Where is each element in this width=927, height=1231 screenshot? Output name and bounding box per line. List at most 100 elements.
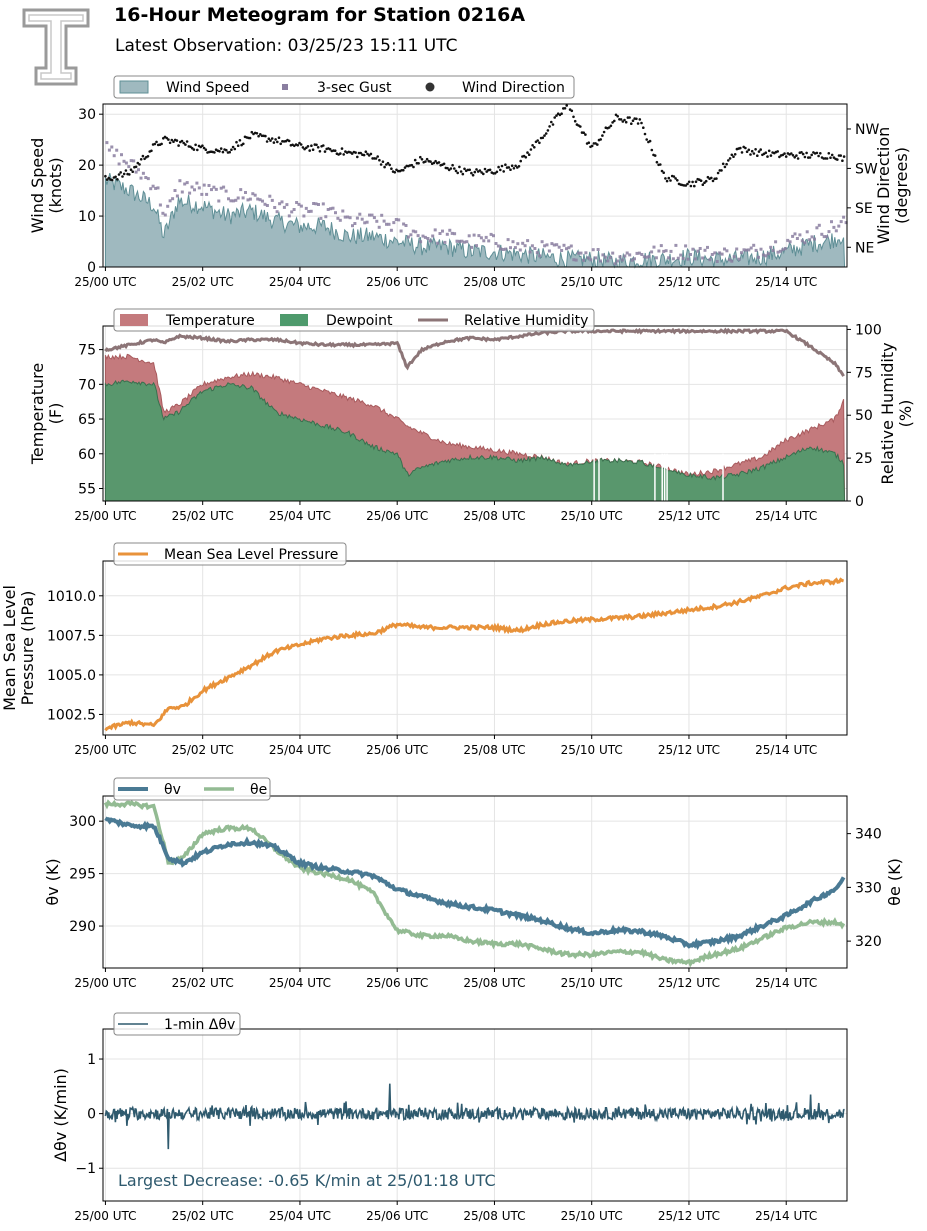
direction-point bbox=[642, 126, 645, 129]
direction-point bbox=[201, 144, 204, 147]
gust-point bbox=[487, 239, 491, 243]
gust-point bbox=[560, 249, 564, 252]
x-tick-label: 25/10 UTC bbox=[561, 1209, 623, 1223]
gust-point bbox=[645, 255, 649, 259]
thermo-y-right-label-line: (%) bbox=[896, 400, 915, 428]
gust-point bbox=[394, 218, 398, 221]
direction-point bbox=[711, 179, 715, 183]
gust-point bbox=[647, 255, 651, 259]
direction-point bbox=[790, 152, 793, 155]
direction-point bbox=[417, 162, 420, 165]
gust-point bbox=[834, 229, 838, 233]
direction-point bbox=[315, 143, 318, 147]
gust-point bbox=[129, 159, 133, 163]
y-tick-label: 1005.0 bbox=[47, 668, 96, 684]
legend-box bbox=[113, 542, 347, 566]
x-tick-label: 25/00 UTC bbox=[74, 509, 136, 523]
direction-point bbox=[305, 146, 308, 150]
direction-point bbox=[269, 139, 272, 142]
gust-point bbox=[501, 248, 505, 251]
direction-point bbox=[582, 131, 585, 134]
gust-point bbox=[236, 196, 240, 200]
theta-v-line bbox=[104, 816, 846, 951]
direction-point bbox=[420, 158, 424, 161]
direction-point bbox=[509, 168, 512, 171]
gust-point bbox=[166, 204, 170, 208]
gust-point bbox=[509, 246, 512, 250]
legend-label: Temperature bbox=[165, 313, 255, 329]
direction-point bbox=[601, 134, 604, 137]
legend-dtheta: 1-min Δθv bbox=[113, 1012, 241, 1036]
legend-box bbox=[113, 1012, 241, 1036]
direction-point bbox=[378, 158, 381, 162]
largest-decrease-annotation: Largest Decrease: -0.65 K/min at 25/01:1… bbox=[118, 1171, 496, 1190]
direction-point bbox=[499, 168, 502, 172]
direction-point bbox=[659, 163, 662, 166]
wind-y-label: Wind Speed(knots) bbox=[28, 138, 65, 233]
gust-point bbox=[594, 256, 598, 260]
x-tick-label: 25/08 UTC bbox=[463, 743, 525, 757]
direction-point bbox=[419, 155, 422, 159]
gust-point bbox=[239, 188, 243, 192]
gust-point bbox=[518, 248, 522, 252]
gust-point bbox=[825, 235, 829, 239]
x-tick-label: 25/02 UTC bbox=[172, 976, 234, 990]
gust-point bbox=[620, 258, 624, 262]
gust-point bbox=[795, 237, 799, 240]
gust-point bbox=[732, 255, 736, 259]
gust-point bbox=[555, 243, 559, 247]
dtheta-y-label: Δθv (K/min) bbox=[51, 1068, 70, 1162]
gust-point bbox=[455, 239, 459, 243]
direction-point bbox=[553, 116, 556, 119]
gust-point bbox=[535, 251, 539, 255]
direction-point bbox=[504, 163, 507, 166]
gust-point bbox=[251, 192, 255, 196]
gust-point bbox=[822, 235, 826, 239]
thermo-y-right-label: Relative Humidity(%) bbox=[878, 342, 915, 484]
gust-point bbox=[764, 254, 768, 258]
gust-point bbox=[231, 199, 235, 203]
gust-point bbox=[516, 242, 520, 246]
direction-point bbox=[388, 163, 392, 167]
gust-point bbox=[210, 188, 213, 192]
direction-point bbox=[801, 152, 805, 156]
gust-point bbox=[689, 253, 692, 256]
gust-point bbox=[630, 258, 634, 262]
gust-point bbox=[183, 182, 187, 186]
direction-point bbox=[342, 153, 346, 156]
dtheta-line bbox=[104, 1083, 845, 1150]
direction-point bbox=[648, 139, 652, 143]
x-tick-label: 25/06 UTC bbox=[366, 976, 428, 990]
gust-point bbox=[667, 256, 671, 260]
gust-point bbox=[664, 249, 668, 253]
direction-point bbox=[842, 155, 846, 158]
direction-point bbox=[830, 153, 834, 157]
direction-point bbox=[621, 120, 625, 123]
direction-point bbox=[635, 117, 638, 121]
gust-point bbox=[258, 198, 262, 202]
theta-y-label: θv (K) bbox=[43, 858, 62, 905]
direction-point bbox=[374, 157, 378, 160]
gust-point bbox=[346, 215, 350, 219]
direction-point bbox=[572, 115, 575, 119]
x-tick-label: 25/10 UTC bbox=[561, 509, 623, 523]
y-right-tick-label: 75 bbox=[855, 365, 873, 381]
gust-point bbox=[180, 190, 184, 194]
direction-point bbox=[745, 150, 749, 153]
x-tick-label: 25/04 UTC bbox=[269, 275, 331, 289]
direction-point bbox=[507, 166, 511, 169]
gust-point bbox=[730, 259, 734, 263]
y-tick-label: 290 bbox=[69, 919, 96, 935]
direction-point bbox=[607, 126, 611, 129]
gust-point bbox=[185, 181, 189, 185]
gust-point bbox=[635, 251, 639, 255]
direction-point bbox=[185, 140, 189, 143]
gust-point bbox=[771, 249, 775, 252]
page-subtitle: Latest Observation: 03/25/23 15:11 UTC bbox=[115, 36, 458, 56]
gust-point bbox=[290, 210, 294, 214]
gust-point bbox=[275, 210, 279, 214]
legend-box bbox=[113, 75, 575, 99]
direction-point bbox=[116, 178, 119, 181]
gust-point bbox=[693, 257, 697, 261]
